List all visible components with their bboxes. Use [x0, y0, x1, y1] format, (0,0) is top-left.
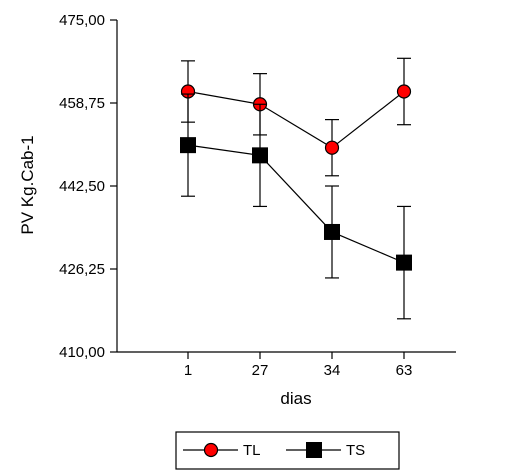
series-ts: [180, 93, 412, 320]
circle-point: [324, 140, 340, 155]
square-point: [324, 223, 340, 240]
series-line: [187, 90, 405, 149]
legend-box: [175, 431, 400, 470]
x-axis-title: dias: [280, 389, 311, 408]
y-tick-label: 458,75: [59, 95, 105, 112]
y-axis-ticks: 410,00 426,25 442,50 458,75 475,00: [59, 12, 117, 361]
series-line: [187, 144, 405, 264]
y-axis-title: PV Kg.Cab-1: [18, 135, 37, 234]
x-tick-label: 63: [396, 362, 413, 379]
x-tick-label: 34: [324, 362, 341, 379]
y-tick-label: 475,00: [59, 12, 105, 29]
legend-marker-ts: [306, 442, 322, 458]
axes: [116, 20, 456, 353]
square-point: [180, 137, 196, 154]
x-axis-ticks: 1 27 34 63: [184, 352, 413, 379]
legend-label: TS: [346, 442, 365, 459]
x-tick-label: 27: [252, 362, 269, 379]
x-tick-label: 1: [184, 362, 192, 379]
y-tick-label: 410,00: [59, 344, 105, 361]
legend: TL TS: [175, 431, 400, 470]
legend-label: TL: [243, 442, 261, 459]
circle-point: [396, 84, 412, 99]
series-layer: [180, 57, 412, 320]
y-tick-label: 442,50: [59, 178, 105, 195]
y-tick-label: 426,25: [59, 261, 105, 278]
legend-marker-tl: [203, 442, 219, 458]
series-tl: [180, 57, 412, 177]
square-point: [252, 147, 268, 164]
square-point: [396, 254, 412, 271]
